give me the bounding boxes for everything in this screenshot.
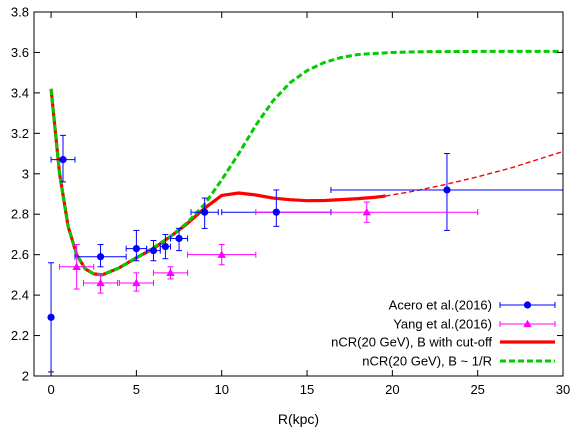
data-point-acero bbox=[47, 313, 55, 321]
data-point-yang bbox=[96, 278, 105, 287]
plot-frame bbox=[33, 11, 564, 377]
x-tick-label: 15 bbox=[300, 382, 314, 397]
y-tick-label: 2.2 bbox=[11, 328, 29, 343]
data-point-yang bbox=[72, 262, 81, 270]
legend: Acero et al.(2016) Yang et al.(2016) nCR(2… bbox=[331, 298, 556, 369]
data-point-yang bbox=[217, 250, 226, 258]
legend-swatch-marker bbox=[523, 319, 532, 328]
data-point-acero bbox=[161, 242, 169, 251]
data-point-acero bbox=[149, 247, 158, 255]
x-tick-label: 0 bbox=[47, 382, 54, 397]
data-point-yang bbox=[166, 268, 175, 277]
y-tick-label: 3.2 bbox=[11, 126, 29, 141]
ticks-layer: 0 5 10 15 20 25 30 2 2.2 2.4 2.6 2.8 3 3.2 3.4 3.6 3.8 bbox=[11, 5, 570, 398]
data-point-yang bbox=[362, 208, 371, 216]
x-tick-label: 25 bbox=[470, 382, 484, 397]
data-point-acero bbox=[96, 253, 105, 261]
y-tick-label: 3.4 bbox=[11, 85, 29, 100]
x-tick-label: 5 bbox=[133, 382, 140, 397]
y-tick-label: 2.6 bbox=[11, 247, 29, 262]
series-lines-layer bbox=[49, 49, 564, 277]
y-tick-label: 2.4 bbox=[11, 288, 29, 303]
data-point-acero bbox=[132, 245, 140, 253]
y-tick-label: 3 bbox=[22, 166, 29, 181]
markers-layer bbox=[47, 156, 451, 321]
data-point-acero bbox=[59, 156, 67, 164]
data-point-acero bbox=[272, 208, 280, 216]
legend-label: nCR(20 GeV), B ~ 1/R bbox=[362, 354, 492, 369]
x-tick-label: 10 bbox=[214, 382, 228, 397]
legend-label: nCR(20 GeV), B with cut-off bbox=[331, 335, 492, 350]
series-line-4 bbox=[49, 49, 563, 277]
y-tick-label: 3.8 bbox=[11, 5, 29, 20]
series-line-2 bbox=[49, 88, 386, 277]
data-point-acero bbox=[201, 208, 209, 216]
x-axis-label: R(kpc) bbox=[278, 411, 319, 427]
data-point-acero bbox=[175, 234, 183, 243]
data-point-acero bbox=[443, 186, 451, 194]
y-tick-label: 2 bbox=[22, 369, 29, 384]
legend-swatch-marker bbox=[523, 301, 532, 309]
x-tick-label: 20 bbox=[385, 382, 399, 397]
legend-label: Yang et al.(2016) bbox=[393, 317, 492, 332]
y-tick-label: 2.8 bbox=[11, 207, 29, 222]
legend-label: Acero et al.(2016) bbox=[389, 298, 492, 313]
x-tick-label: 30 bbox=[556, 382, 570, 397]
series-line-3 bbox=[385, 150, 564, 197]
y-tick-label: 3.6 bbox=[11, 45, 29, 60]
data-point-yang bbox=[132, 278, 141, 287]
